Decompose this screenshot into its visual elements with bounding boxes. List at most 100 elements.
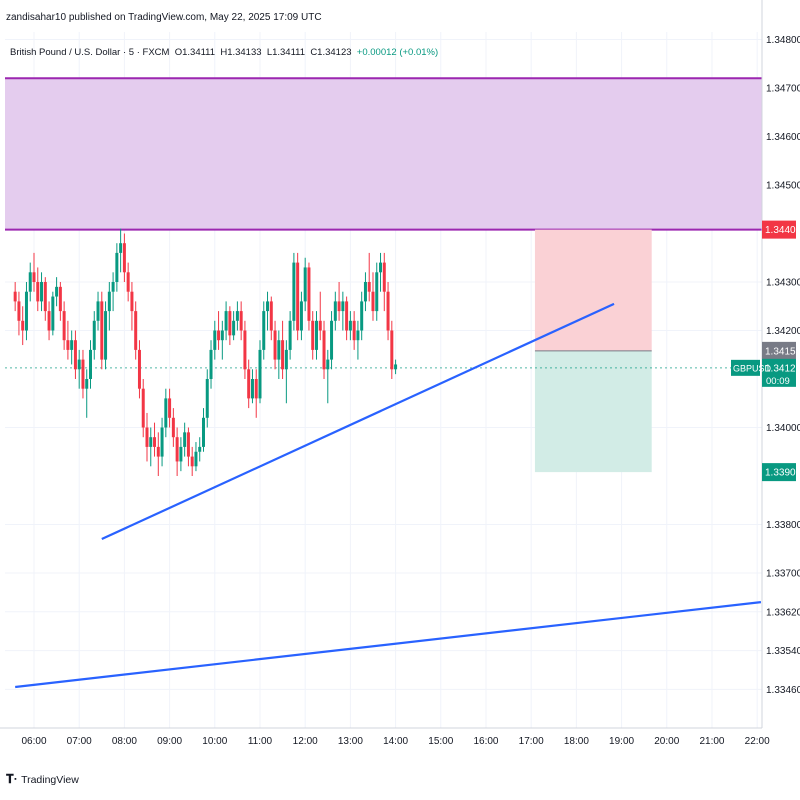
candle-body: [232, 320, 236, 336]
time-tick-label: 06:00: [21, 736, 46, 747]
candle-body: [375, 272, 379, 312]
candle-body: [198, 446, 202, 452]
candle-body: [115, 252, 119, 282]
candle-body: [70, 340, 74, 350]
candle-body: [277, 340, 281, 360]
candle-body: [371, 291, 375, 312]
candle-body: [209, 349, 213, 379]
candle-body: [32, 272, 36, 282]
candle-body: [51, 296, 55, 331]
symbol-tag: GBPUSD: [733, 363, 772, 373]
candle-body: [394, 364, 398, 370]
candle-body: [119, 243, 123, 253]
price-axis[interactable]: 1.34800 1.34700 1.34600 1.34500 1.34300 1.342…: [766, 35, 800, 696]
candle-body: [363, 282, 367, 302]
candle-body: [330, 320, 334, 360]
price-tick-label: 1.33540: [766, 646, 800, 657]
candle-body: [341, 301, 345, 312]
candle-body: [104, 311, 108, 360]
price-tick-label: 1.34600: [766, 132, 800, 143]
candle-body: [96, 301, 100, 321]
candle-body: [13, 291, 17, 302]
symbol-tag-bg: [731, 359, 760, 376]
candle-body: [235, 311, 239, 321]
candle-body: [281, 340, 285, 370]
supply-zone[interactable]: [5, 78, 762, 230]
time-tick-label: 20:00: [654, 736, 679, 747]
candle-body: [243, 330, 247, 370]
candle-body: [284, 349, 288, 370]
time-tick-label: 15:00: [428, 736, 453, 747]
time-tick-label: 07:00: [67, 736, 92, 747]
candle-body: [111, 282, 115, 292]
candle-body: [88, 349, 92, 379]
candle-body: [360, 301, 364, 331]
time-axis[interactable]: 06:00 07:00 08:00 09:00 10:00 11:00 12:00 13:00…: [21, 736, 770, 747]
candle-body: [352, 320, 356, 341]
candle-body: [224, 311, 228, 331]
time-tick-label: 18:00: [564, 736, 589, 747]
candle-body: [85, 379, 89, 389]
price-tick-label: 1.33620: [766, 607, 800, 618]
candle-body: [153, 437, 157, 447]
candle-body: [247, 369, 251, 399]
candle-body: [130, 291, 134, 312]
ohlc-low: L1.34111: [266, 47, 306, 58]
ohlc-close: C1.34123: [310, 47, 352, 58]
candle-body: [156, 446, 160, 457]
candle-body: [190, 456, 194, 467]
time-tick-label: 10:00: [202, 736, 227, 747]
candle-body: [126, 272, 130, 292]
candle-body: [299, 301, 303, 331]
candle-body: [141, 388, 145, 428]
candle-body: [122, 243, 126, 273]
candle-body: [390, 330, 394, 370]
candle-body: [77, 359, 81, 370]
current-price-label-bg: [762, 358, 796, 387]
candle-body: [175, 437, 179, 462]
candle-body: [179, 446, 183, 462]
candle-body: [311, 320, 315, 350]
candle-body: [258, 349, 262, 399]
candle-body: [58, 286, 62, 312]
symbol-legend: British Pound / U.S. Dollar · 5 · FXCM O…: [10, 47, 438, 58]
time-tick-label: 22:00: [745, 736, 770, 747]
tradingview-brand[interactable]: 𝐓∙ TradingView: [6, 772, 79, 787]
candle-body: [137, 349, 141, 389]
price-tick-label: 1.34500: [766, 181, 800, 192]
candle-body: [21, 320, 25, 331]
price-tick-label: 1.34200: [766, 326, 800, 337]
candle-body: [205, 379, 209, 418]
published-caption: zandisahar10 published on TradingView.co…: [6, 12, 322, 23]
candle-body: [318, 320, 322, 331]
candle-body: [254, 379, 258, 399]
price-tick-label: 1.33460: [766, 685, 800, 696]
short-position-target-area[interactable]: [534, 350, 652, 473]
ohlc-high: H1.34133: [220, 47, 262, 58]
candle-body: [66, 340, 70, 350]
candle-body: [149, 437, 153, 447]
price-tick-label: 1.33800: [766, 520, 800, 531]
candle-body: [100, 301, 104, 360]
candle-body: [145, 427, 149, 447]
candle-body: [164, 398, 168, 428]
candle-body: [303, 267, 307, 302]
zone-price-label-bg: [762, 220, 796, 239]
candle-body: [266, 301, 270, 312]
time-tick-label: 17:00: [519, 736, 544, 747]
symbol-name[interactable]: British Pound / U.S. Dollar · 5 · FXCM: [10, 47, 170, 58]
candle-body: [269, 301, 273, 331]
trendline-upper[interactable]: [101, 302, 615, 541]
candle-body: [288, 320, 292, 350]
candle-body: [220, 330, 224, 341]
candle-body: [382, 262, 386, 292]
candle-body: [337, 301, 341, 312]
candle-body: [194, 451, 198, 467]
trendline-lower[interactable]: [15, 601, 762, 689]
entry-price-label-bg: [762, 341, 796, 360]
candle-body: [36, 282, 40, 302]
candle-body: [250, 379, 254, 399]
candle-body: [28, 272, 32, 292]
candle-body: [73, 340, 77, 370]
